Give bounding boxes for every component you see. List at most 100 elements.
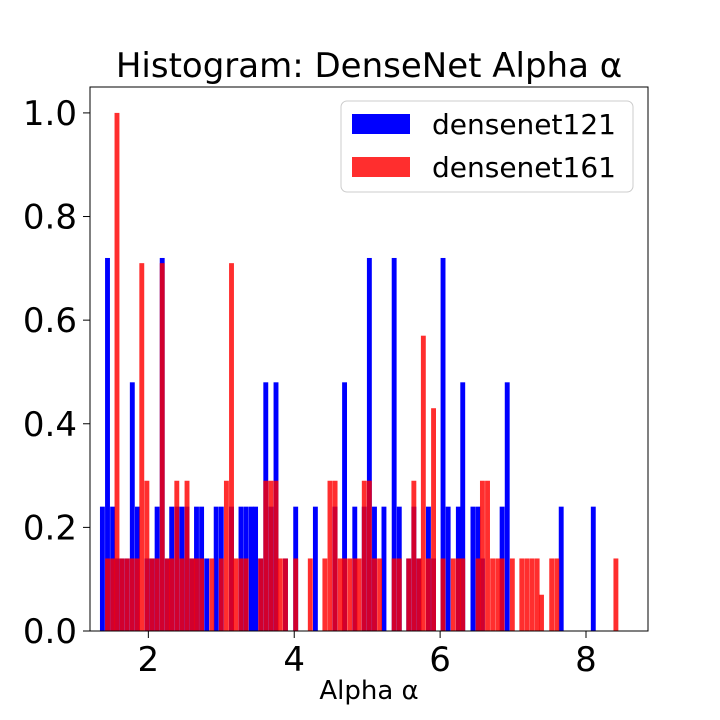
densenet161-bar-48	[396, 558, 402, 631]
densenet161-bar-2	[114, 112, 120, 631]
densenet161-bar-60	[479, 480, 485, 631]
densenet161-bar-49	[406, 558, 412, 631]
densenet161-bar-35	[322, 558, 328, 631]
densenet161-bar-24	[233, 558, 239, 631]
densenet161-bar-11	[159, 263, 165, 631]
densenet161-bar-28	[263, 480, 269, 631]
densenet161-bar-66	[519, 558, 525, 631]
densenet161-bar-38	[337, 558, 343, 631]
densenet161-bar-58	[460, 558, 466, 631]
densenet161-bar-53	[426, 558, 431, 631]
y-tick-label-0.8: 0.8	[23, 198, 77, 238]
densenet121-bar-1	[105, 257, 110, 631]
densenet161-bar-73	[613, 558, 619, 631]
densenet161-bar-67	[524, 558, 530, 631]
densenet161-bar-70	[539, 594, 544, 631]
y-tick-label-1.0: 1.0	[23, 94, 77, 134]
bars-layer	[99, 112, 619, 631]
chart-title: Histogram: DenseNet Alpha α	[116, 46, 622, 86]
y-tick-label-0.2: 0.2	[23, 508, 77, 548]
densenet161-bar-22	[223, 480, 229, 631]
densenet161-bar-41	[352, 558, 358, 631]
densenet161-bar-16	[184, 480, 190, 631]
y-tick-label-0.4: 0.4	[23, 405, 77, 445]
densenet161-bar-21	[218, 558, 224, 631]
ticks-layer: 2 4 6 8 0.0 0.2 0.4 0.6 0.8 1.0	[23, 94, 597, 680]
legend-frame	[340, 100, 634, 193]
legend-swatch-densenet121	[352, 114, 410, 134]
densenet121-bar-57	[504, 382, 510, 631]
x-tick-label-8: 8	[575, 640, 597, 680]
plot-frame	[89, 86, 649, 632]
densenet161-bar-20	[209, 558, 215, 631]
densenet161-bar-10	[154, 558, 160, 631]
densenet161-bar-63	[495, 558, 501, 631]
y-tick-label-0.0: 0.0	[23, 612, 77, 652]
densenet161-bar-23	[229, 263, 234, 631]
densenet161-bar-31	[277, 558, 283, 631]
densenet161-bar-72	[554, 558, 560, 631]
densenet121-bar-20	[204, 558, 210, 631]
densenet161-bar-68	[529, 558, 535, 631]
legend-swatch-densenet161	[352, 157, 410, 177]
densenet161-bar-46	[377, 558, 383, 631]
densenet161-bar-26	[243, 558, 249, 631]
densenet161-bar-13	[169, 558, 175, 631]
densenet161-bar-14	[174, 480, 180, 631]
densenet161-bar-0	[105, 558, 110, 631]
densenet121-bar-0	[99, 506, 105, 631]
legend[interactable]: densenet121 densenet161	[340, 100, 634, 193]
densenet161-bar-12	[164, 558, 170, 631]
densenet161-bar-51	[416, 558, 422, 631]
legend-label-densenet121: densenet121	[432, 108, 616, 141]
densenet161-bar-39	[342, 558, 348, 631]
densenet161-bar-56	[450, 558, 456, 631]
y-tick-label-0.6: 0.6	[23, 301, 77, 341]
densenet161-bar-30	[273, 480, 279, 631]
densenet161-bar-3	[119, 558, 125, 631]
densenet161-bar-27	[258, 558, 264, 631]
densenet161-bar-64	[499, 558, 505, 631]
densenet121-bar-53	[470, 506, 476, 631]
densenet161-bar-4	[124, 558, 130, 631]
densenet161-bar-55	[440, 558, 446, 631]
densenet161-bar-8	[144, 480, 150, 631]
x-tick-label-6: 6	[429, 640, 451, 680]
densenet161-bar-59	[475, 558, 481, 631]
densenet121-bar-6	[129, 382, 135, 631]
densenet161-bar-40	[347, 558, 353, 631]
legend-label-densenet161: densenet161	[432, 151, 616, 184]
densenet161-bar-1	[110, 558, 116, 631]
densenet121-bar-39	[366, 257, 372, 631]
densenet161-bar-57	[455, 558, 461, 631]
x-tick-label-4: 4	[283, 640, 305, 680]
series-densenet161	[105, 112, 619, 631]
densenet161-bar-33	[293, 558, 299, 631]
densenet161-bar-7	[139, 263, 145, 631]
densenet121-bar-21	[213, 506, 219, 631]
densenet161-bar-43	[361, 480, 367, 631]
densenet121-bar-42	[391, 257, 397, 631]
densenet161-bar-42	[356, 558, 362, 631]
densenet161-bar-25	[238, 558, 244, 631]
densenet161-bar-61	[485, 480, 490, 631]
densenet161-bar-19	[199, 558, 205, 631]
densenet161-bar-32	[283, 558, 288, 631]
densenet161-bar-37	[332, 480, 338, 631]
densenet161-bar-17	[189, 558, 195, 631]
densenet161-bar-54	[431, 408, 436, 631]
x-axis-label: Alpha α	[319, 676, 418, 706]
densenet161-bar-47	[391, 558, 397, 631]
densenet161-bar-50	[411, 480, 417, 631]
densenet161-bar-44	[366, 480, 372, 631]
densenet161-bar-52	[420, 335, 426, 631]
densenet121-bar-26	[248, 506, 254, 631]
densenet121-bar-58	[558, 506, 564, 631]
densenet121-bar-36	[342, 382, 348, 631]
densenet161-bar-6	[134, 558, 140, 631]
densenet161-bar-9	[149, 558, 155, 631]
densenet161-bar-45	[372, 558, 377, 631]
densenet161-bar-62	[490, 558, 496, 631]
x-tick-label-2: 2	[138, 640, 160, 680]
